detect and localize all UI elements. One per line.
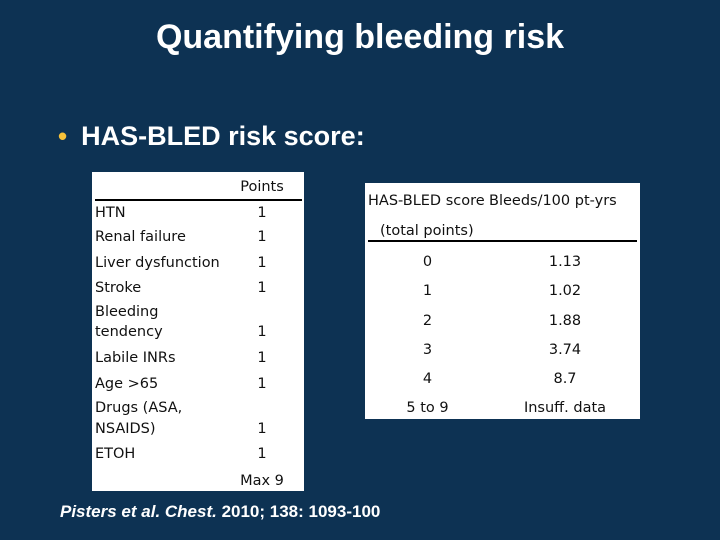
bleed-rate: 1.02 [548,283,582,299]
factor-points: 1 [257,255,267,271]
bleed-rate: 3.74 [548,342,582,358]
bullet-dot-icon: • [58,121,68,151]
bleed-rate: 8.7 [553,371,577,387]
bullet-text: HAS-BLED risk score: [81,121,365,151]
factor-label: ETOH [95,446,136,462]
score-value: 4 [422,371,433,387]
header-rule [368,240,637,242]
risk-factor-table: Points HTN 1 Renal failure 1 Liver dysfu… [92,172,304,491]
score-value: 0 [422,254,433,270]
score-value: 5 to 9 [406,400,449,416]
header-rule [95,199,302,201]
citation-source: Pisters et al. Chest. [60,502,217,521]
factor-label: Labile INRs [95,350,176,366]
score-value: 2 [422,313,433,329]
factor-label: Renal failure [95,229,186,245]
score-value: 3 [422,342,433,358]
factor-label: Stroke [95,280,142,296]
factor-points: 1 [257,280,267,296]
slide-title: Quantifying bleeding risk [155,18,565,56]
factor-label: HTN [95,205,126,221]
points-header: Points [240,179,284,195]
score-value: 1 [422,283,433,299]
header-score-sub: (total points) [380,223,474,239]
bleed-rate: 1.88 [548,313,582,329]
citation: Pisters et al. Chest. 2010; 138: 1093-10… [60,502,380,522]
bullet-item: • HAS-BLED risk score: [58,121,365,152]
bleed-rate: 1.13 [548,254,582,270]
factor-points: 1 [257,205,267,221]
factor-points: 1 [257,350,267,366]
factor-points: 1 [257,376,267,392]
factor-label-cont: NSAIDS) [95,421,156,437]
factor-points: 1 [257,421,267,437]
score-table: HAS-BLED score Bleeds/100 pt-yrs (total … [365,183,640,419]
factor-points: 1 [257,229,267,245]
factor-label: Age >65 [95,376,159,392]
factor-points: 1 [257,324,267,340]
factor-label: Liver dysfunction [95,255,220,271]
bleed-rate: Insuff. data [523,400,607,416]
header-bleeds: Bleeds/100 pt-yrs [489,193,617,209]
max-score-label: Max 9 [240,473,284,489]
factor-points: 1 [257,446,267,462]
header-score: HAS-BLED score [368,193,485,209]
factor-label: Drugs (ASA, [95,400,183,416]
factor-label-cont: tendency [95,324,163,340]
factor-label: Bleeding [95,304,159,320]
citation-ref: 2010; 138: 1093-100 [216,502,381,521]
